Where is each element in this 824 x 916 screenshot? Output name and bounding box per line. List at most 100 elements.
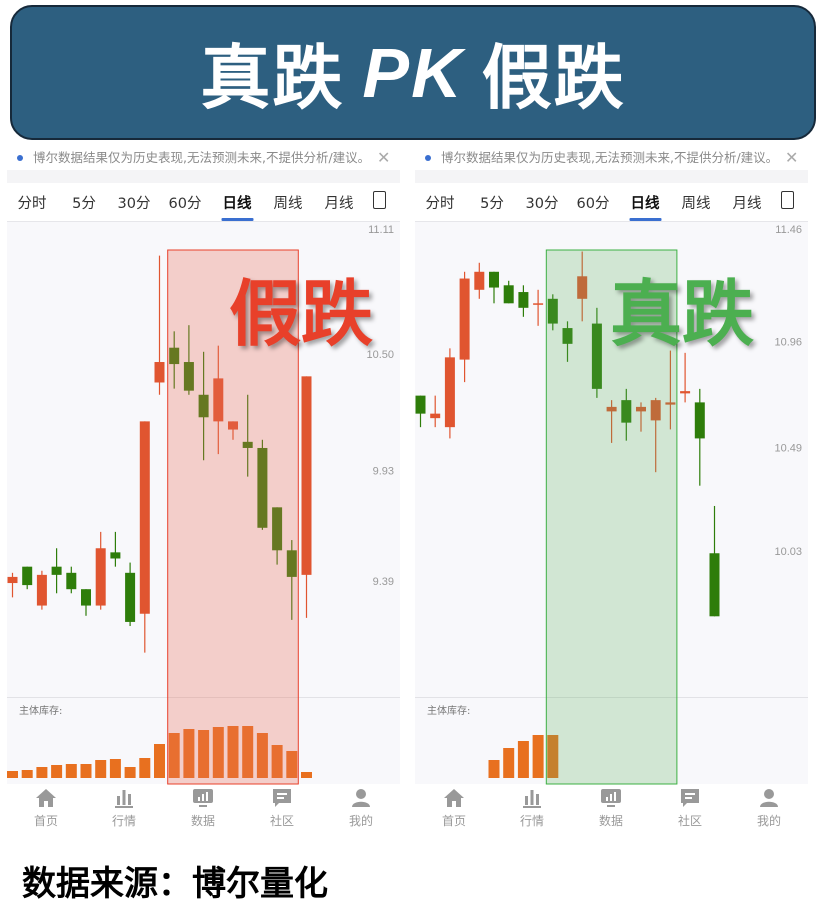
candle-body: [257, 447, 268, 528]
rotate-screen-icon[interactable]: [781, 191, 794, 209]
close-icon[interactable]: ✕: [785, 148, 799, 167]
nav-item-2[interactable]: 数据: [581, 788, 641, 829]
volume-bar: [212, 727, 224, 778]
tab-1[interactable]: 5分: [72, 196, 96, 212]
nav-item-3[interactable]: 社区: [660, 788, 720, 829]
nav-item-4[interactable]: 我的: [739, 788, 799, 829]
candle-body: [503, 285, 514, 304]
notice-dot-icon: [425, 155, 431, 161]
candle-body: [415, 395, 426, 414]
divider: [7, 170, 400, 183]
candle-body: [591, 323, 602, 389]
volume-bar: [7, 771, 18, 778]
notice-dot-icon: [17, 155, 23, 161]
candle-body: [562, 328, 573, 344]
nav-item-3[interactable]: 社区: [252, 788, 312, 829]
candle-body: [301, 376, 312, 575]
candle-body: [650, 400, 661, 421]
volume-bar: [95, 760, 107, 778]
volume-bar: [503, 748, 515, 778]
candle-body: [7, 576, 18, 584]
overlay-label: 假跌: [229, 272, 374, 356]
candle-body: [533, 303, 544, 305]
candle-body: [242, 441, 253, 448]
nav-label: 我的: [348, 814, 373, 828]
data-icon: [600, 788, 622, 808]
tab-3[interactable]: 60分: [576, 196, 610, 212]
volume-bar: [517, 741, 529, 778]
candle-body: [183, 362, 194, 391]
volume-bar: [154, 744, 165, 778]
candle-body: [228, 421, 238, 430]
volume-bar: [109, 759, 121, 778]
nav-label: 行情: [519, 814, 544, 828]
candle-body: [198, 394, 209, 418]
tab-4[interactable]: 日线: [221, 192, 253, 221]
nav-label: 我的: [756, 814, 781, 828]
disclaimer-notice: 博尔数据结果仅为历史表现,无法预测未来,不提供分析/建议。 ✕: [7, 145, 400, 170]
volume-bar: [168, 733, 180, 778]
nav-item-0[interactable]: 首页: [16, 788, 76, 829]
nav-item-4[interactable]: 我的: [331, 788, 391, 829]
tab-0[interactable]: 分时: [17, 196, 47, 212]
timeframe-tabs: 分时 5分 30分 60分 日线 周线 月线: [415, 183, 808, 222]
tab-3[interactable]: 60分: [168, 196, 202, 212]
tab-6[interactable]: 月线: [324, 196, 354, 212]
chart-svg: 11.46 10.96 10.49 10.03: [415, 224, 802, 785]
title-false-drop: 假跌: [481, 37, 626, 119]
candle-body: [665, 402, 676, 405]
candle-body: [81, 589, 91, 606]
candle-body: [286, 550, 297, 577]
nav-item-1[interactable]: 行情: [94, 788, 154, 829]
nav-item-0[interactable]: 首页: [424, 788, 484, 829]
candlestick-chart: [415, 222, 808, 697]
tab-5[interactable]: 周线: [273, 196, 303, 212]
highlight-region: [545, 249, 678, 785]
candle-body: [125, 572, 136, 622]
candle-body: [95, 548, 106, 606]
candle-body: [36, 574, 47, 606]
y-tick-label: 10.49: [774, 442, 802, 454]
candle-body: [606, 406, 617, 412]
title-banner: 真跌 PK 假跌: [10, 5, 816, 140]
rotate-screen-icon[interactable]: [373, 191, 386, 209]
close-icon[interactable]: ✕: [377, 148, 391, 167]
home-icon: [35, 788, 57, 808]
tab-1[interactable]: 5分: [480, 196, 504, 212]
notice-text: 博尔数据结果仅为历史表现,无法预测未来,不提供分析/建议。: [441, 150, 779, 165]
profile-icon: [758, 788, 780, 808]
tab-2[interactable]: 30分: [525, 196, 559, 212]
candle-body: [621, 400, 632, 423]
market-icon: [113, 788, 135, 808]
y-tick-label: 11.11: [368, 224, 394, 236]
nav-label: 社区: [269, 814, 294, 828]
tab-2[interactable]: 30分: [117, 196, 151, 212]
candle-body: [213, 378, 224, 422]
tab-6[interactable]: 月线: [732, 196, 762, 212]
chart-svg: 11.11 10.50 9.93 9.39: [7, 224, 394, 785]
timeframe-tabs: 分时 5分 30分 60分 日线 周线 月线: [7, 183, 400, 222]
candle-body: [154, 362, 165, 383]
candle-body: [66, 572, 77, 590]
candle-body: [459, 278, 470, 360]
tab-5[interactable]: 周线: [681, 196, 711, 212]
volume-bar: [547, 735, 559, 778]
y-tick-label: 10.50: [366, 349, 394, 361]
candle-body: [489, 271, 499, 288]
right-app-panel: 博尔数据结果仅为历史表现,无法预测未来,不提供分析/建议。 ✕ 分时 5分 30分 60分…: [415, 143, 808, 838]
volume-bar: [65, 764, 77, 778]
tab-0[interactable]: 分时: [425, 196, 455, 212]
volume-panel: 主体库存:: [415, 697, 808, 785]
home-icon: [443, 788, 465, 808]
volume-bar: [51, 765, 63, 778]
candle-body: [636, 406, 646, 412]
tab-4[interactable]: 日线: [629, 192, 661, 221]
nav-item-1[interactable]: 行情: [502, 788, 562, 829]
candle-body: [694, 402, 705, 439]
candle-body: [430, 413, 441, 419]
candle-body: [110, 552, 121, 559]
volume-bar: [532, 735, 544, 778]
notice-text: 博尔数据结果仅为历史表现,无法预测未来,不提供分析/建议。: [33, 150, 371, 165]
nav-item-2[interactable]: 数据: [173, 788, 233, 829]
candle-body: [474, 271, 485, 290]
